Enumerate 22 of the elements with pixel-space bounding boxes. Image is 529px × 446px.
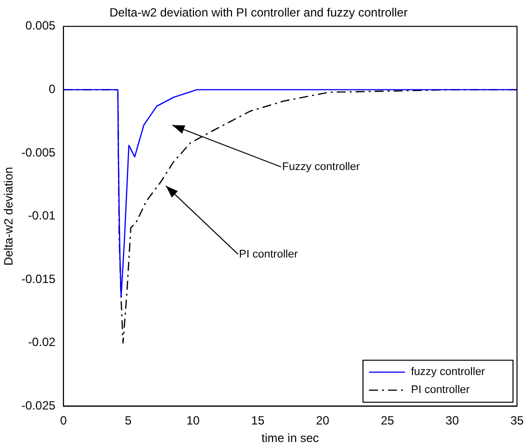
y-tick-label: -0.01	[28, 208, 56, 223]
y-tick-label: 0	[48, 82, 56, 96]
annotation: Fuzzy controller	[282, 160, 360, 173]
x-tick-label: 10	[186, 414, 200, 428]
annotation: PI controller	[239, 248, 298, 260]
x-tick-label: 20	[316, 414, 330, 428]
x-tick-label: 15	[251, 414, 265, 428]
legend-label: PI controller	[411, 384, 470, 396]
y-axis-title: Delta-w2 deviation	[2, 166, 16, 266]
x-tick-label: 30	[446, 414, 460, 428]
y-tick-label: -0.02	[28, 335, 56, 350]
y-tick-label: -0.025	[21, 398, 56, 413]
y-tick-label: 0.005	[25, 18, 56, 33]
x-axis-title: time in sec	[262, 431, 319, 446]
y-tick-label: -0.015	[21, 272, 56, 286]
x-tick-label: 35	[510, 414, 524, 428]
x-tick-label: 0	[60, 414, 68, 428]
legend-label: fuzzy controller	[411, 366, 486, 378]
y-tick-label: -0.005	[21, 145, 56, 160]
x-tick-label: 5	[124, 414, 132, 428]
x-tick-label: 25	[380, 414, 394, 428]
chart-title: Delta-w2 deviation with PI controller and fuzzy controller	[109, 6, 408, 20]
